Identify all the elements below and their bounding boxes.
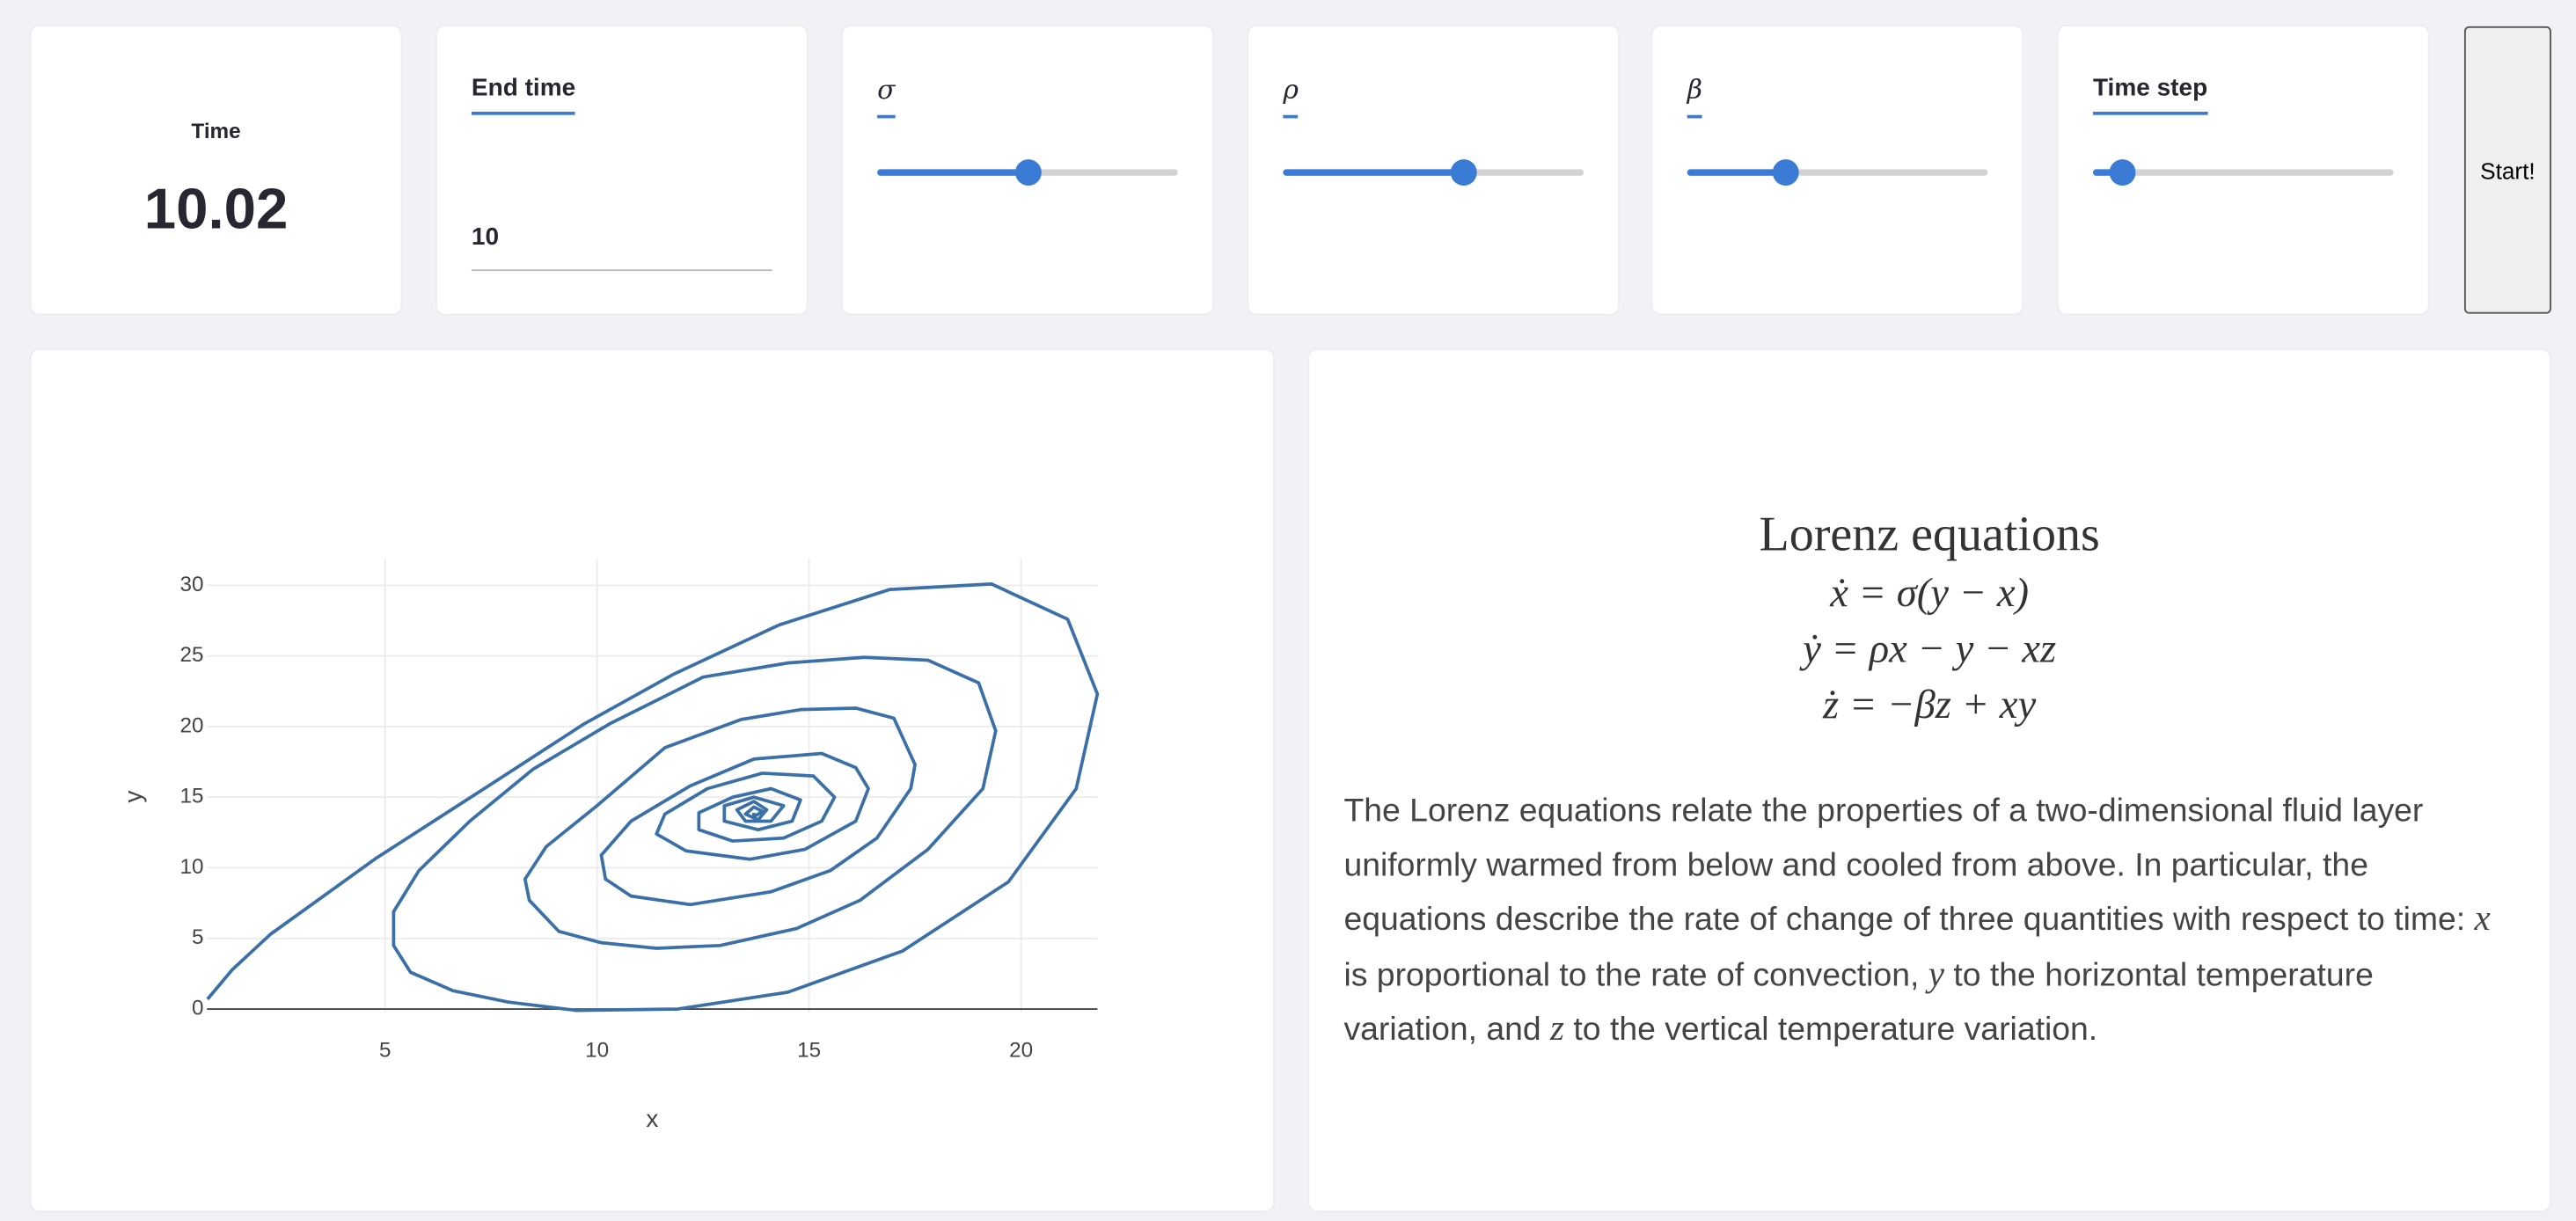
text: is proportional to the rate of convectio… [1343,956,1928,993]
slider-fill [2092,169,2124,176]
equation: ẋ = σ(y − x) [1830,571,2030,617]
y-tick-label: 30 [180,573,204,596]
slider-fill [1283,169,1464,176]
end-time-card: End time 10 [436,26,807,314]
y-tick-label: 10 [180,855,204,879]
time-value: 10.02 [143,177,289,242]
slider-fill [877,169,1028,176]
y-tick-label: 15 [180,785,204,808]
x-tick-label: 10 [585,1038,609,1062]
trajectory-line [206,581,1100,1013]
y-axis-label: y [120,791,147,803]
rho-card: ρ [1248,26,1619,314]
sigma-slider[interactable] [877,159,1178,186]
beta-slider[interactable] [1687,159,1988,186]
end-time-label: End time [471,74,576,115]
y-tick-label: 25 [180,643,204,667]
time-card: Time 10.02 [31,26,401,314]
text: The Lorenz equations relate the properti… [1343,793,2475,939]
description: The Lorenz equations relate the properti… [1343,786,2510,1057]
slider-knob[interactable] [1014,159,1041,186]
x-tick-label: 5 [379,1038,392,1062]
y-tick-label: 5 [192,925,204,949]
variable: y [1928,952,1945,993]
end-time-input[interactable]: 10 [471,223,772,272]
time-step-card: Time step [2058,26,2428,314]
equations-title: Lorenz equations [1759,507,2100,562]
time-step-slider[interactable] [2092,159,2394,186]
equation: ẏ = ρx − y − xz [1803,627,2057,672]
slider-knob[interactable] [1450,159,1477,186]
slider-knob[interactable] [2110,159,2137,186]
time-label: Time [191,118,241,143]
chart-card [31,349,1274,1211]
time-step-label: Time step [2092,74,2208,115]
x-tick-label: 20 [1009,1038,1033,1062]
equations-list: ẋ = σ(y − x) ẏ = ρx − y − xz ż = −βz + xy [1309,567,2550,734]
variable: x [2474,896,2491,939]
y-tick-label: 20 [180,713,204,737]
start-button[interactable]: Start! [2463,26,2551,314]
sigma-card: σ [842,26,1213,314]
y-tick-label: 0 [192,996,204,1020]
beta-card: β [1652,26,2023,314]
x-axis-label: x [646,1105,658,1132]
text: to the vertical temperature variation. [1564,1012,2098,1049]
slider-knob[interactable] [1773,159,1800,186]
text: to the horizontal temperature variation,… [1343,956,2374,1049]
rho-label: ρ [1283,74,1299,119]
equation: ż = −βz + xy [1823,683,2037,728]
sigma-label: σ [877,74,896,119]
slider-fill [1687,169,1787,176]
beta-label: β [1687,74,1702,119]
equations-card: Lorenz equations ẋ = σ(y − x) ẏ = ρx − y … [1309,349,2550,1211]
x-tick-label: 15 [797,1038,821,1062]
variable: z [1550,1006,1565,1049]
rho-slider[interactable] [1283,159,1584,186]
